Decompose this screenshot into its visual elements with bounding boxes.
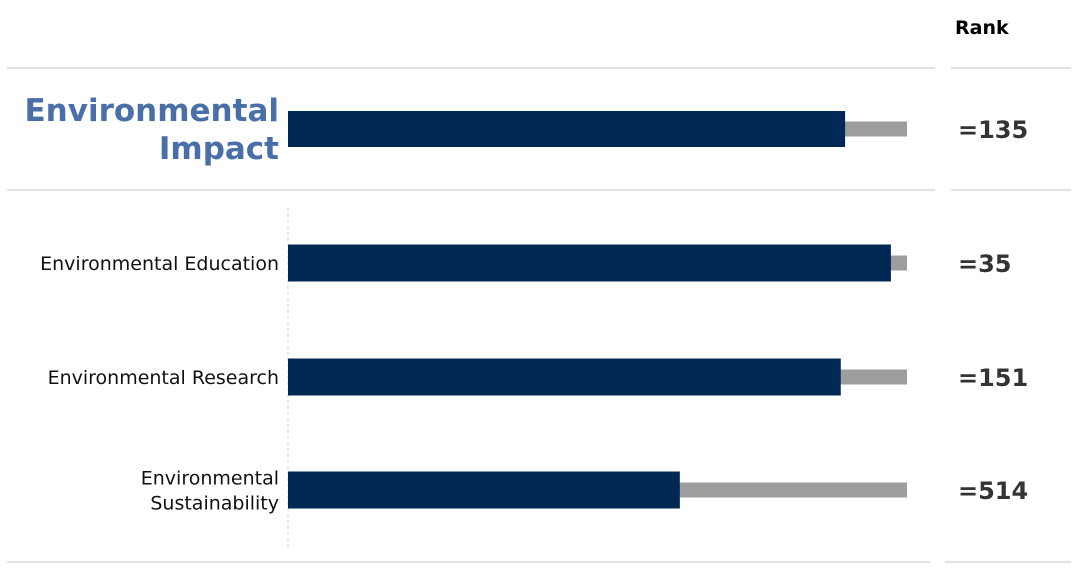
bar — [288, 111, 846, 147]
rank-header: Rank — [955, 17, 1009, 39]
main-row: Environmental Impact =135 — [25, 93, 1029, 167]
main-category-label: Environmental Impact — [25, 93, 280, 167]
category-label: Environmental Education — [40, 253, 279, 275]
sub-row: Environmental Sustainability =514 — [141, 468, 1028, 515]
bar — [288, 244, 891, 282]
rank-value: =151 — [958, 364, 1028, 392]
sub-row: Environmental Education =35 — [40, 244, 1012, 282]
rank-value: =35 — [958, 250, 1012, 278]
category-label: Environmental Sustainability — [141, 468, 279, 515]
rank-value: =135 — [958, 116, 1028, 144]
sub-row: Environmental Research =151 — [48, 358, 1028, 396]
rank-value: =514 — [958, 477, 1028, 505]
chart-rows: Environmental Impact =135 Environmental Edu… — [25, 93, 1029, 515]
category-label: Environmental Research — [48, 367, 279, 389]
bar — [288, 358, 841, 396]
dividers — [7, 67, 1071, 563]
bar — [288, 471, 680, 509]
